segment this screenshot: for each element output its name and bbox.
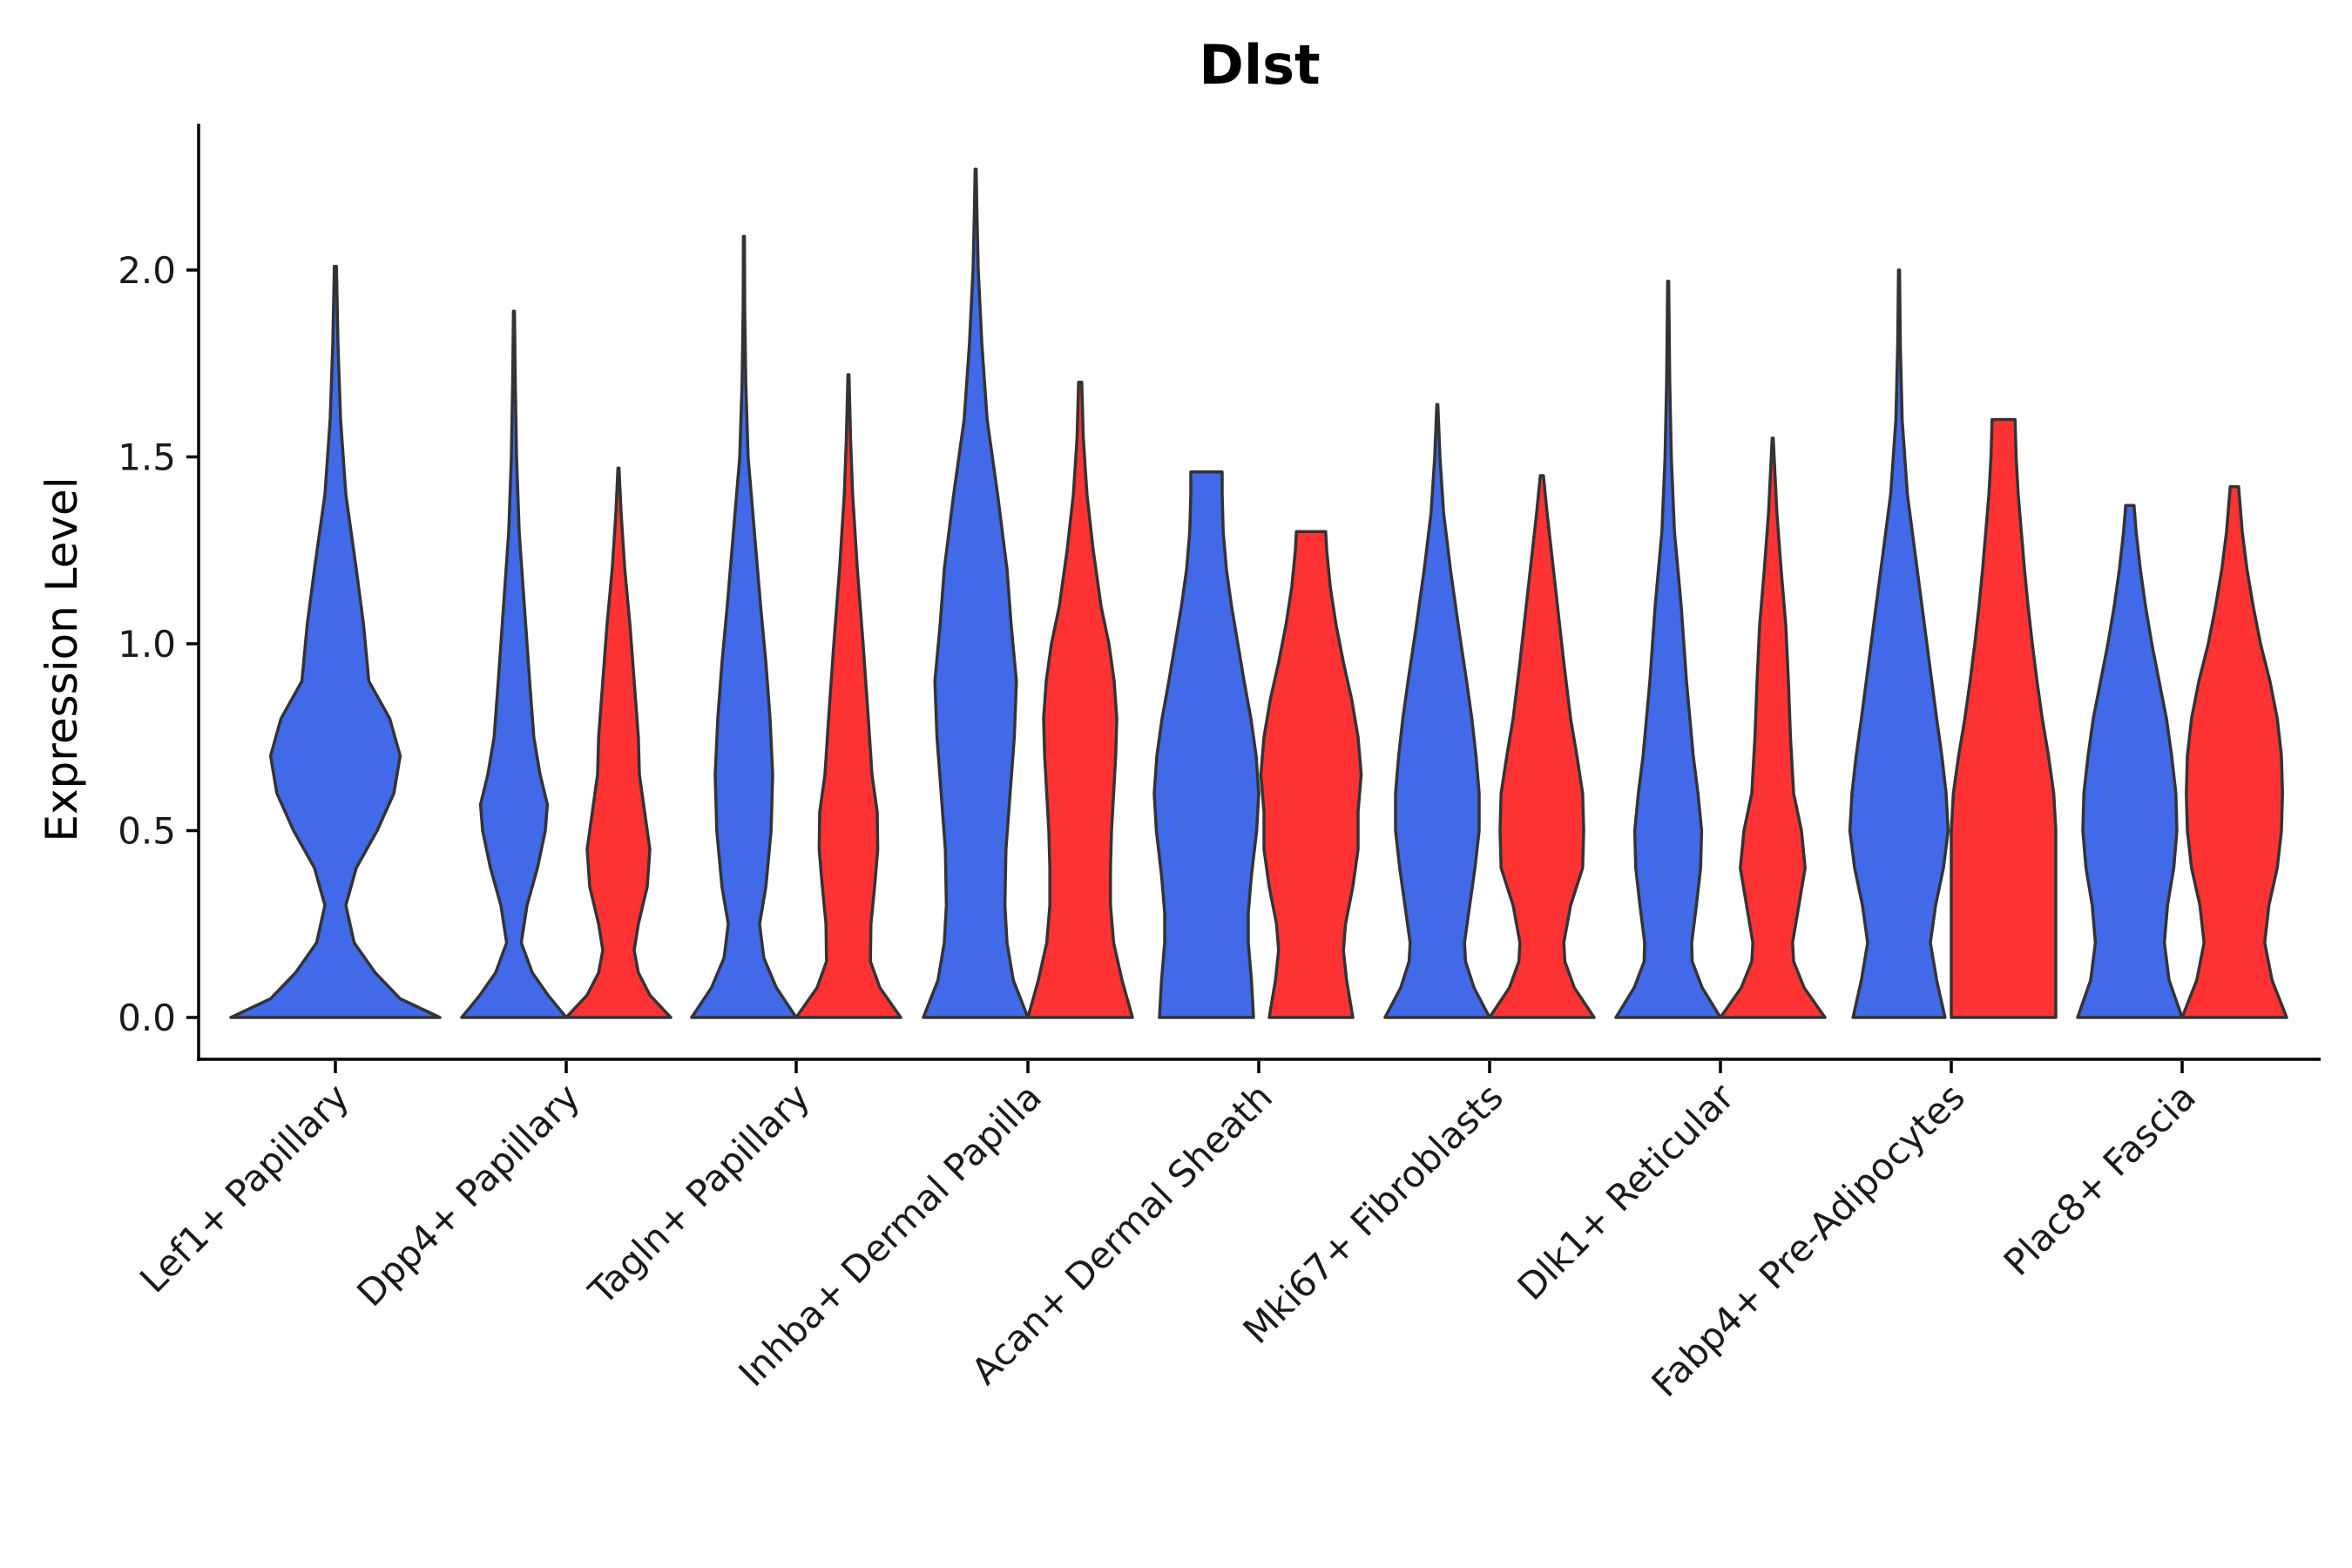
violins-layer: [229, 167, 2288, 1019]
x-tick-label: Dlk1+ Reticular: [1510, 1075, 1743, 1308]
violin-red: [2180, 485, 2288, 1019]
violin-blue: [460, 309, 568, 1019]
violin-red: [794, 373, 902, 1019]
y-axis-ticks: 0.0 0.5 1.0 1.5 2.0: [118, 249, 199, 1039]
violin-blue: [1152, 470, 1260, 1019]
x-tick-label: Lef1+ Papillary: [132, 1075, 357, 1301]
y-tick-label: 1.0: [118, 623, 176, 666]
chart-title: Dlst: [1199, 33, 1320, 97]
violin-red: [1259, 530, 1363, 1019]
y-tick-label: 2.0: [118, 249, 176, 292]
y-axis-title: Expression Level: [37, 476, 87, 841]
x-tick-label: Plac8+ Fascia: [1996, 1075, 2204, 1283]
y-tick-label: 0.5: [118, 810, 176, 853]
x-tick-label: Tagln+ Papillary: [580, 1075, 818, 1313]
violin-blue: [690, 234, 798, 1019]
x-tick-label: Mki67+ Fibroblasts: [1235, 1075, 1511, 1351]
violin-red: [1719, 436, 1827, 1019]
violin-blue: [2076, 504, 2184, 1019]
violin-blue: [229, 264, 442, 1019]
violin-blue: [1614, 280, 1722, 1019]
violin-red: [1488, 474, 1596, 1019]
x-tick-label: Dpp4+ Papillary: [348, 1075, 588, 1315]
y-tick-label: 0.0: [118, 997, 176, 1039]
violin-red: [564, 466, 672, 1019]
violin-blue: [922, 167, 1030, 1019]
violin-red: [1026, 380, 1134, 1019]
violin-red: [1950, 417, 2058, 1019]
violin-blue: [1383, 402, 1491, 1019]
violin-blue: [1848, 268, 1950, 1019]
y-tick-label: 1.5: [118, 436, 176, 479]
